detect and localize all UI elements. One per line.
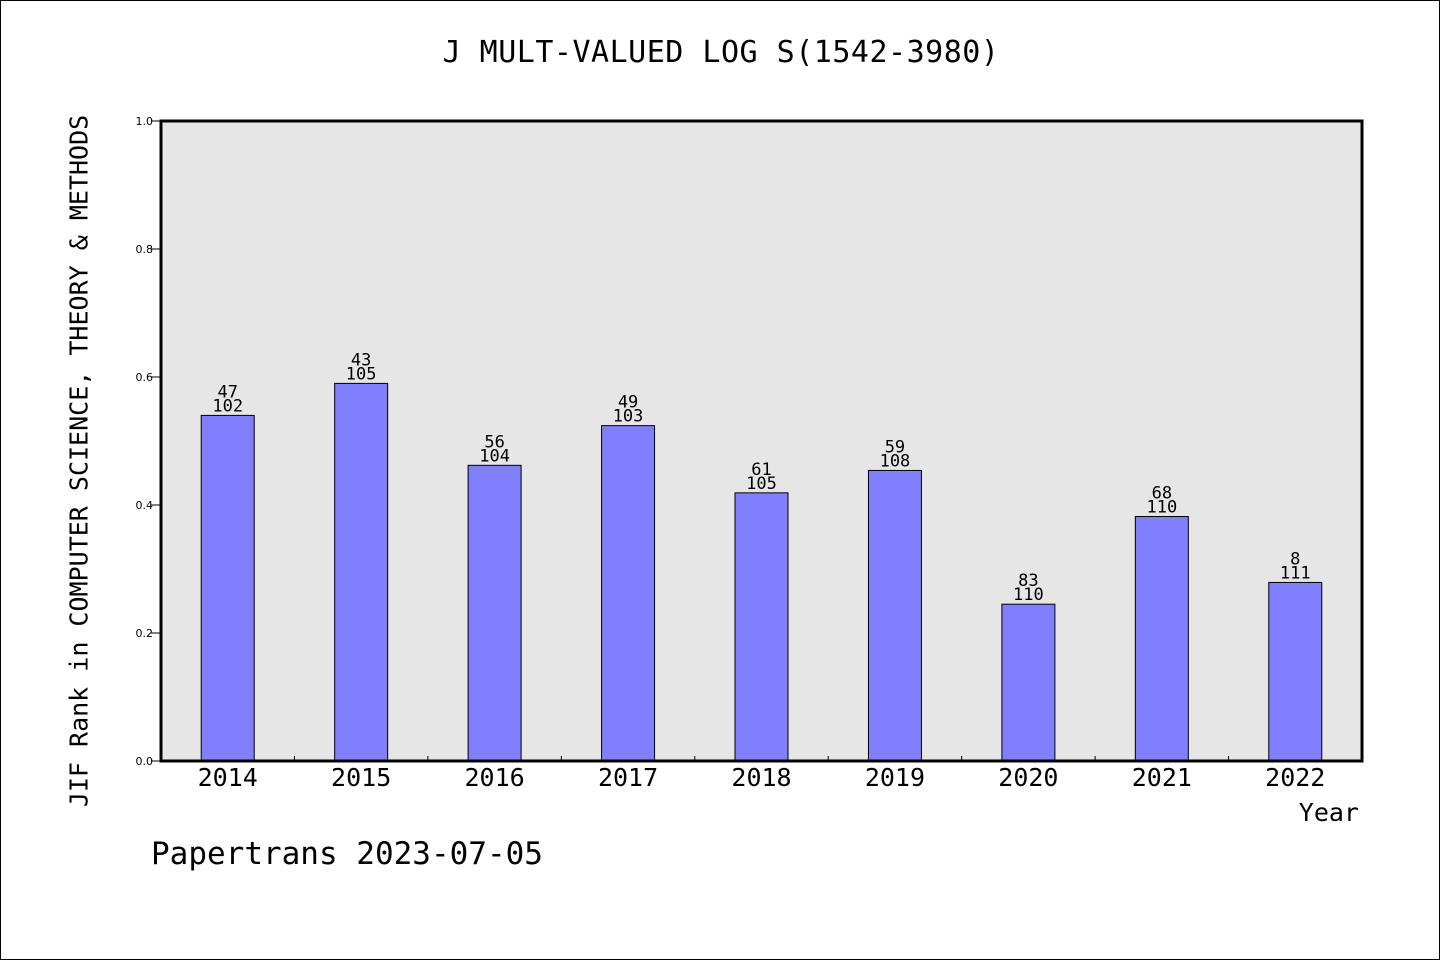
bar-rank-label: 59 bbox=[885, 437, 905, 457]
x-tick-label: 2021 bbox=[1132, 763, 1192, 792]
bar bbox=[601, 425, 656, 762]
bar bbox=[1134, 516, 1189, 762]
x-tick-label: 2016 bbox=[465, 763, 525, 792]
bar-rank-label: 8 bbox=[1290, 549, 1300, 569]
bar bbox=[467, 464, 522, 762]
y-tick-label: 0.8 bbox=[136, 243, 154, 256]
y-tick-label: 0.2 bbox=[136, 627, 154, 640]
bar bbox=[200, 414, 255, 762]
y-tick-label: 0.0 bbox=[136, 755, 154, 768]
bar-rank-label: 43 bbox=[351, 350, 371, 370]
bar-rank-label: 83 bbox=[1018, 571, 1038, 591]
bar-total-label: 104 bbox=[479, 446, 510, 466]
bar-rank-label: 61 bbox=[751, 460, 771, 480]
y-tick-label: 0.6 bbox=[136, 371, 154, 384]
bar bbox=[734, 492, 789, 762]
bar-rank-label: 56 bbox=[484, 432, 504, 452]
x-tick-label: 2014 bbox=[198, 763, 258, 792]
x-tick-label: 2020 bbox=[998, 763, 1058, 792]
bar-rank-label: 68 bbox=[1152, 484, 1172, 504]
bar bbox=[1001, 603, 1056, 762]
x-tick-label: 2019 bbox=[865, 763, 925, 792]
footer-credit: Papertrans 2023-07-05 bbox=[151, 836, 543, 872]
y-tick-label: 0.4 bbox=[136, 499, 154, 512]
bar-total-label: 110 bbox=[1146, 498, 1177, 518]
plot-border bbox=[159, 119, 1364, 763]
bar-total-label: 108 bbox=[880, 451, 911, 471]
bar-total-label: 105 bbox=[346, 364, 377, 384]
y-tick-label: 1.0 bbox=[136, 115, 154, 128]
bar-rank-label: 49 bbox=[618, 393, 638, 413]
x-axis-label: Year bbox=[1298, 798, 1359, 827]
bar-total-label: 102 bbox=[212, 396, 243, 416]
chart-title: J MULT-VALUED LOG S(1542-3980) bbox=[442, 35, 1000, 70]
bar bbox=[334, 382, 389, 762]
bar-total-label: 105 bbox=[746, 474, 777, 494]
x-tick-label: 2022 bbox=[1265, 763, 1325, 792]
x-tick-label: 2017 bbox=[598, 763, 658, 792]
bar bbox=[867, 469, 922, 762]
x-tick-label: 2015 bbox=[331, 763, 391, 792]
bar-rank-label: 47 bbox=[217, 382, 237, 402]
x-tick-label: 2018 bbox=[731, 763, 791, 792]
bar-total-label: 111 bbox=[1280, 563, 1311, 583]
bar-total-label: 110 bbox=[1013, 585, 1044, 605]
bar bbox=[1268, 581, 1323, 762]
bar-total-label: 103 bbox=[613, 407, 644, 427]
